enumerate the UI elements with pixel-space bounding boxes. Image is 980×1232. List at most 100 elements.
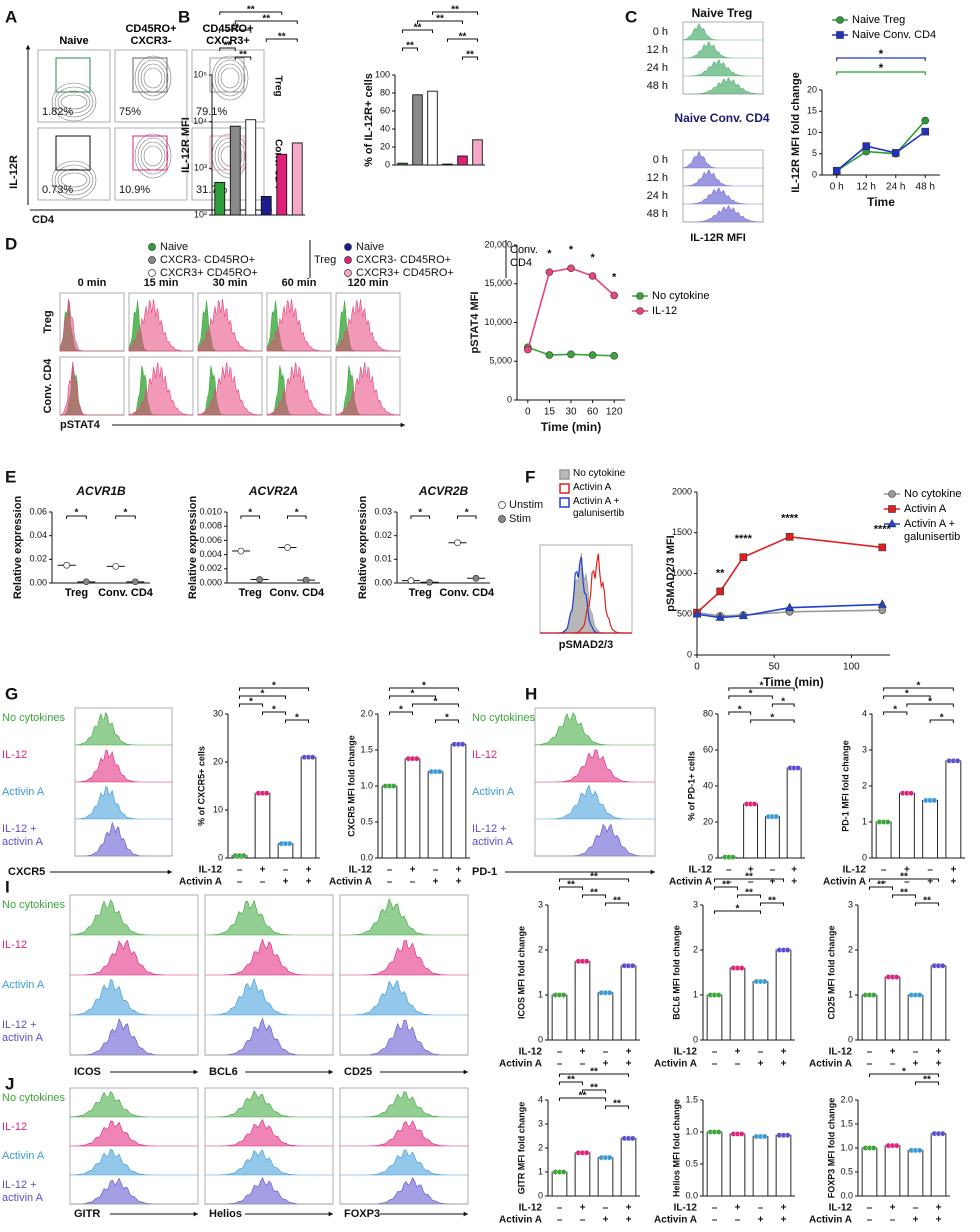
time-header: 0 min [78,277,107,289]
legend-text: Activin A [904,503,947,515]
condition-label-box: IL-12 + activin A [2,1019,43,1044]
significance-bracket [262,711,286,715]
legend-text-box: No cytokine [573,468,625,479]
x-tick-label-box: Conv. CD4 [269,587,325,599]
significance-bracket [737,894,761,898]
y-tick-label: 0.02 [29,554,47,564]
legend-marker [148,269,156,277]
significance-bracket [915,1081,939,1085]
time-label: 48 h [647,208,668,220]
plot-frame [114,127,188,201]
panel-label: B [178,7,190,26]
significance-bracket [219,47,236,51]
significance-label: ** [414,23,422,34]
data-dot [870,992,877,998]
sign: + [781,1215,787,1226]
y-tick-label: 80 [380,87,390,97]
bar [922,799,939,859]
x-tick-label: Treg [408,587,432,599]
legend-text: Naive Treg [852,14,906,26]
hist-title-box: Naive Conv. CD4 [674,112,769,125]
y-tick-label: 30 [213,708,223,718]
sign: – [712,1203,718,1214]
x-axis-label: BCL6 [209,1066,238,1078]
significance-bracket [929,719,954,723]
y-tick-label: 5,000 [489,356,512,366]
bar [875,821,892,859]
sign: + [456,877,462,888]
significance-bracket [714,886,738,890]
y-axis-label: FOXP3 MFI fold change [826,1098,836,1199]
data-dot [606,1154,613,1161]
point [112,563,120,570]
arrow-head [400,422,405,428]
arrow-head [463,1069,468,1075]
condition-label-box: IL-12 [2,749,27,761]
point [82,578,90,586]
histogram [197,362,263,416]
histogram [340,979,468,1016]
y-tick-label: 10² [194,209,207,219]
x-tick-label: Conv. CD4 [269,587,325,599]
point [567,350,575,359]
sign: – [237,865,243,876]
histogram [59,361,124,416]
data-dot [606,989,613,996]
significance-label: * [261,689,265,700]
sign: + [735,1203,741,1214]
significance-label: ** [900,888,908,899]
significance-label: * [917,681,921,692]
point [862,142,871,150]
y-tick-label: 100 [375,69,390,79]
y-axis-label: PD-1 MFI fold change [840,740,850,832]
histogram [335,362,401,416]
y-tick-label: 0.01 [374,554,392,564]
significance-bracket [714,878,784,882]
histogram [340,1091,468,1118]
x-axis-label: CXCR5 [8,866,45,878]
legend-text: Unstim [509,499,543,511]
x-tick-label: 60 [587,407,599,418]
time-label: 0 h [653,26,668,38]
significance-bracket [869,878,939,882]
bar [597,1157,614,1197]
sign-row-label: Activin A [179,877,222,888]
bar [381,785,398,859]
legend-text: No cytokine [652,290,710,302]
sign: – [603,1203,609,1214]
significance-bracket [559,1073,629,1077]
significance-label: ** [590,888,598,899]
sign: + [936,1047,942,1058]
y-tick-label: 0.006 [199,535,222,545]
x-axis-label: CD25 [344,1066,372,1078]
time-header: 30 min [213,277,248,289]
sign: + [306,877,312,888]
condition-label: Activin A [472,786,515,798]
contour [137,137,169,175]
arrow-head [650,869,655,875]
panel-label: J [5,1074,14,1093]
y-tick-label: 2 [848,944,853,954]
x-axis-label: pSTAT4 [60,419,101,431]
significance-label: ** [590,1083,598,1094]
y-axis-label: Helios MFI fold change [671,1099,681,1197]
significance-label: ** [923,1075,931,1086]
condition-label-box: IL-12 [2,1121,27,1133]
point [567,264,575,273]
y-tick-label: 0.5 [685,1158,698,1168]
bar [472,139,483,166]
time-label: 24 h [647,62,668,74]
point [715,612,725,621]
sign: + [781,1047,787,1058]
x-tick-label-box: Conv. CD4 [439,587,494,599]
hist-title: Naive Treg [692,6,753,20]
y-tick-label: 0.03 [374,506,392,516]
y-tick-label: 40 [380,123,390,133]
y-tick-label: 0 [385,159,390,169]
gate [55,135,91,171]
panel-label: I [5,877,10,896]
significance-bracket [239,695,286,699]
y-axis-label: IL-12R MFI [180,117,192,173]
y-tick-label: 2.0 [360,708,373,718]
sign-row-label: Activin A [823,877,866,888]
